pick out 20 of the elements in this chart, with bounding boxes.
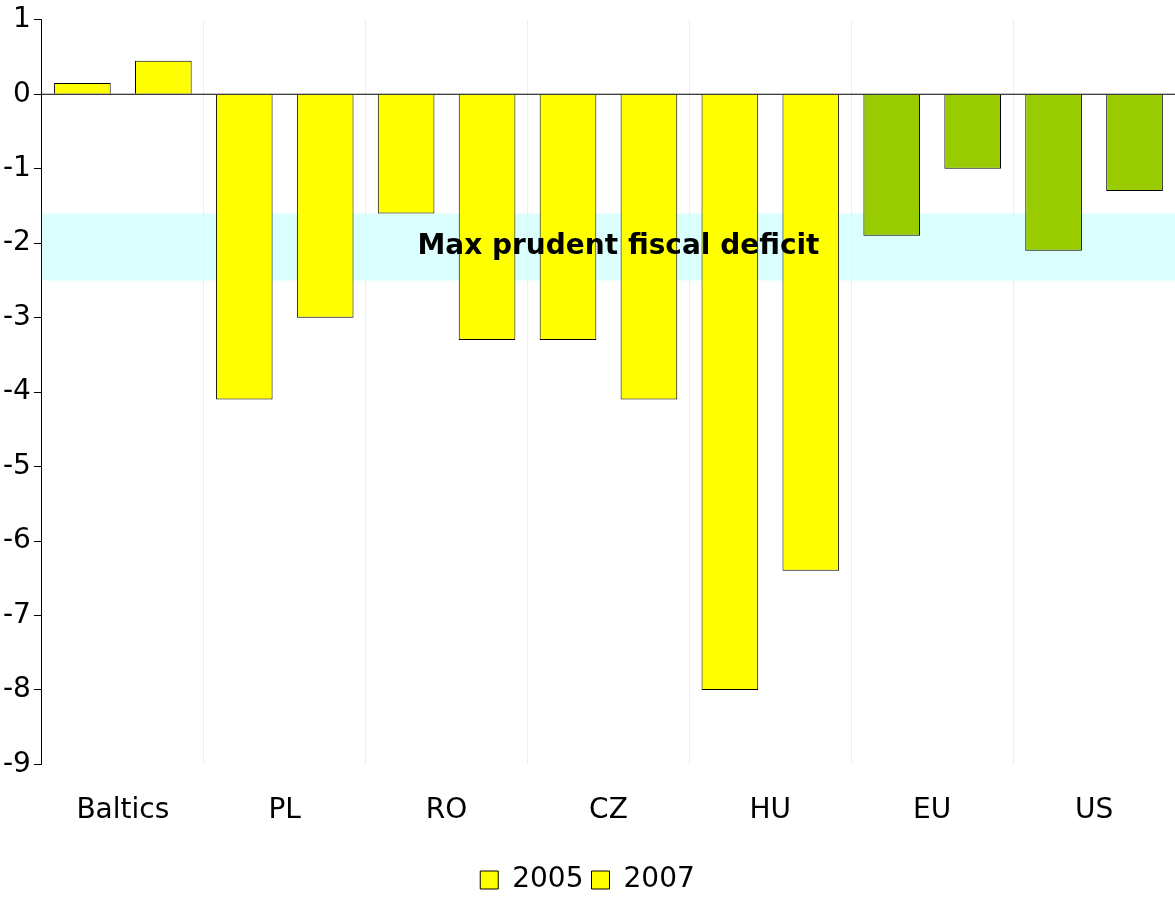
- legend-label: 2007: [623, 861, 695, 895]
- y-tick-label: -4: [3, 373, 31, 407]
- y-tick-label: -9: [3, 745, 31, 779]
- legend-label: 2005: [512, 861, 584, 895]
- x-tick-label: Baltics: [76, 792, 170, 826]
- y-tick-label: 1: [13, 1, 31, 35]
- y-tick-label: -5: [3, 447, 31, 481]
- x-tick-label: EU: [913, 792, 952, 826]
- y-tick-label: -2: [3, 224, 31, 258]
- x-tick-label: PL: [268, 792, 302, 826]
- y-tick-label: -6: [3, 522, 31, 556]
- y-tick-label: -3: [3, 298, 31, 332]
- y-tick-label: -1: [3, 150, 31, 183]
- x-tick-label: CZ: [589, 792, 628, 826]
- x-tick-label: US: [1074, 792, 1114, 826]
- x-tick-label: HU: [749, 792, 792, 826]
- y-tick-label: 0: [13, 75, 31, 109]
- y-tick-label: -8: [3, 671, 31, 705]
- x-tick-label: RO: [425, 792, 468, 826]
- y-tick-label: -7: [3, 596, 31, 630]
